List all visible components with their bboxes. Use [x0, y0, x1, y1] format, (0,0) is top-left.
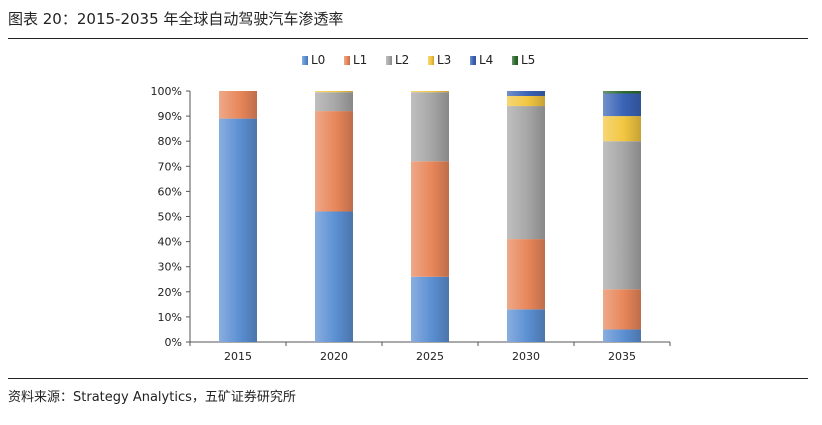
- bar-l2-2025: [411, 92, 449, 162]
- bar-l2-2035: [603, 141, 641, 290]
- bar-stack-2020: [315, 91, 353, 342]
- legend-item-l2: L2: [386, 53, 409, 67]
- legend-label: L2: [395, 53, 409, 67]
- bar-l4-2030: [507, 91, 545, 97]
- legend-swatch: [428, 56, 434, 65]
- y-tick-label: 50%: [158, 211, 182, 224]
- y-tick-label: 90%: [158, 110, 182, 123]
- bar-l3-2030: [507, 96, 545, 107]
- x-tick-label: 2015: [224, 350, 252, 363]
- legend-swatch: [470, 56, 476, 65]
- legend-swatch: [386, 56, 392, 65]
- legend-item-l5: L5: [512, 53, 535, 67]
- y-tick-label: 20%: [158, 286, 182, 299]
- top-rule: [8, 38, 808, 39]
- x-tick-label: 2030: [512, 350, 540, 363]
- bar-l5-2035: [603, 91, 641, 94]
- bar-l1-2020: [315, 111, 353, 212]
- y-tick-label: 100%: [151, 85, 182, 98]
- y-tick-label: 30%: [158, 261, 182, 274]
- x-axis: 2015 2020 2025 2030 2035: [189, 341, 671, 363]
- y-tick-label: 0%: [165, 336, 182, 349]
- legend: L0 L1 L2 L3 L4 L5: [302, 53, 535, 67]
- y-tick-label: 70%: [158, 160, 182, 173]
- bar-l0-2030: [507, 309, 545, 342]
- legend-label: L0: [311, 53, 325, 67]
- bar-l1-2030: [507, 239, 545, 310]
- bar-l0-2035: [603, 329, 641, 342]
- stacked-bar-chart: L0 L1 L2 L3 L4 L5 0% 10% 20% 30% 40% 50% 60% 70% 80% 9…: [151, 53, 671, 363]
- bar-l1-2015: [219, 91, 257, 119]
- bar-stack-2035: [603, 91, 641, 342]
- bar-l1-2035: [603, 289, 641, 330]
- bar-l3-2025: [411, 91, 449, 93]
- legend-item-l0: L0: [302, 53, 325, 67]
- bottom-rule: [8, 378, 808, 379]
- bar-l0-2025: [411, 276, 449, 342]
- y-tick-label: 60%: [158, 185, 182, 198]
- bar-l1-2025: [411, 161, 449, 277]
- legend-item-l1: L1: [344, 53, 367, 67]
- bar-stack-2015: [219, 91, 257, 342]
- x-tick-label: 2035: [608, 350, 636, 363]
- legend-label: L4: [479, 53, 493, 67]
- bars: [219, 91, 641, 342]
- y-tick-label: 40%: [158, 236, 182, 249]
- legend-item-l4: L4: [470, 53, 493, 67]
- legend-label: L5: [521, 53, 535, 67]
- legend-item-l3: L3: [428, 53, 451, 67]
- legend-swatch: [302, 56, 308, 65]
- legend-label: L3: [437, 53, 451, 67]
- bar-l3-2035: [603, 116, 641, 142]
- y-tick-label: 10%: [158, 311, 182, 324]
- bar-l3-2020: [315, 91, 353, 93]
- y-axis: 0% 10% 20% 30% 40% 50% 60% 70% 80% 90% 100%: [151, 85, 191, 349]
- bar-stack-2030: [507, 91, 545, 342]
- legend-swatch: [344, 56, 350, 65]
- y-tick-label: 80%: [158, 135, 182, 148]
- x-tick-label: 2020: [320, 350, 348, 363]
- legend-swatch: [512, 56, 518, 65]
- figure-title: 图表 20：2015-2035 年全球自动驾驶汽车渗透率: [8, 10, 344, 28]
- bar-l4-2035: [603, 93, 641, 117]
- x-tick-label: 2025: [416, 350, 444, 363]
- bar-l2-2030: [507, 106, 545, 240]
- bar-stack-2025: [411, 91, 449, 342]
- bar-l2-2020: [315, 92, 353, 112]
- figure-source: 资料来源：Strategy Analytics，五矿证券研究所: [8, 390, 296, 405]
- bar-l0-2015: [219, 118, 257, 342]
- bar-l0-2020: [315, 211, 353, 342]
- legend-label: L1: [353, 53, 367, 67]
